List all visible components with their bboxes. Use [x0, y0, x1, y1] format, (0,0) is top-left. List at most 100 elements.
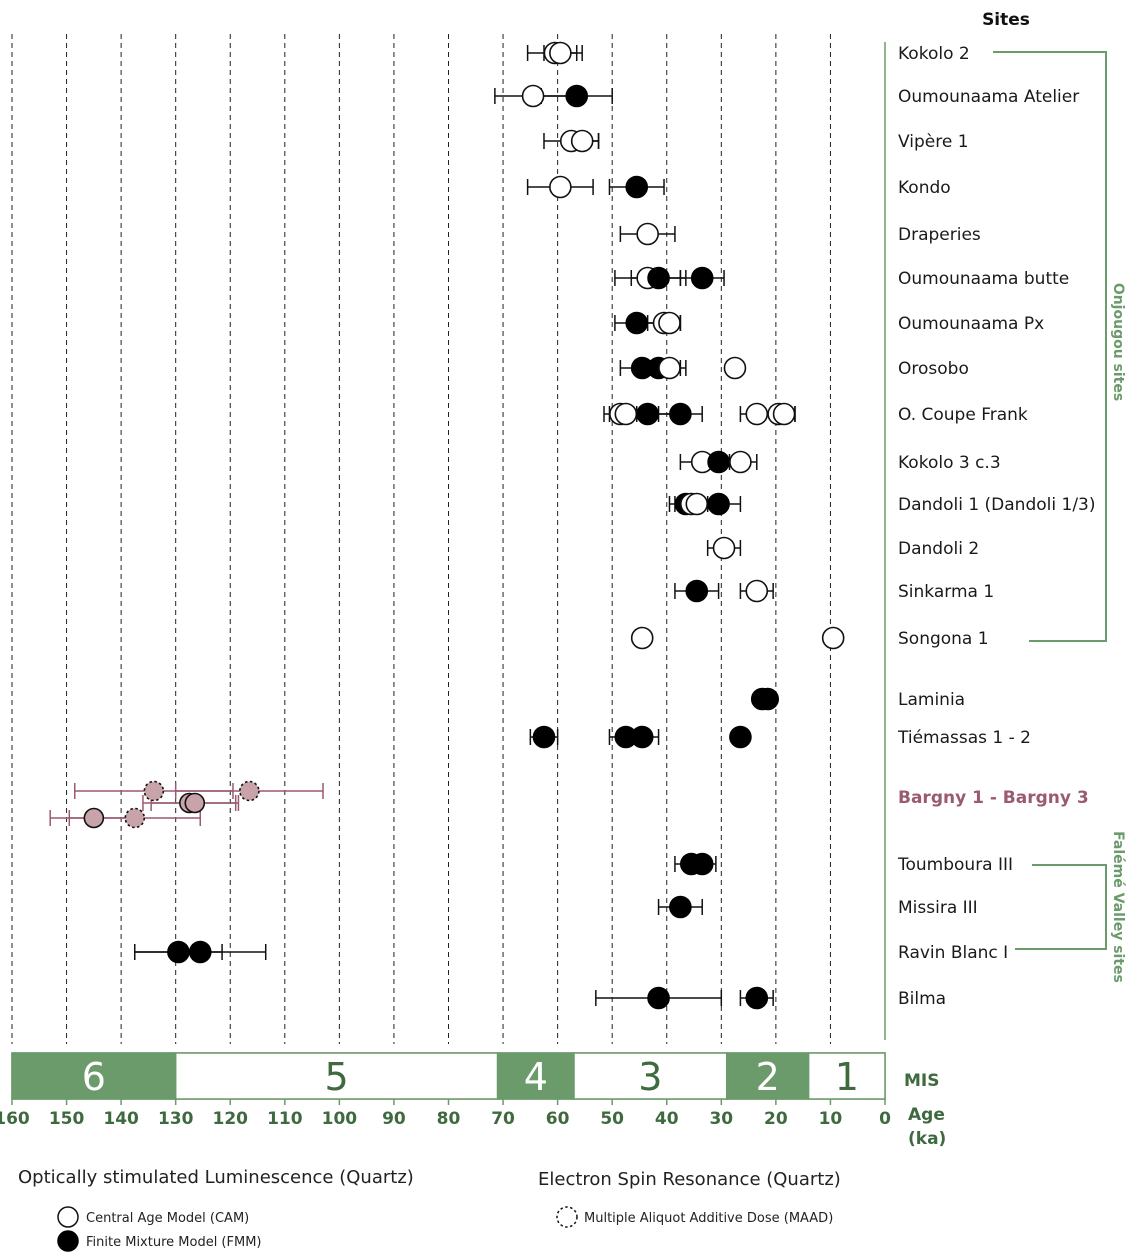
fmm-point: [532, 725, 556, 749]
fmm-point: [669, 895, 692, 919]
cam-point: [570, 129, 594, 153]
x-tick-label: 20: [764, 1109, 788, 1129]
x-tick-label: 60: [546, 1109, 570, 1129]
x-tick-label: 0: [879, 1109, 891, 1129]
site-label: Dandoli 1 (Dandoli 1/3): [898, 495, 1096, 515]
mis-stage-label: 6: [82, 1055, 106, 1099]
grid-lines: [11, 34, 831, 1044]
maad-point: [239, 780, 260, 802]
mis-stage-4: [496, 1052, 575, 1100]
onjougou-bracket: [993, 51, 1107, 642]
cam-point: [549, 41, 572, 65]
fmm-point: [625, 311, 649, 335]
cam-point: [745, 402, 769, 426]
mis-label: MIS: [904, 1071, 940, 1091]
site-label: Oumounaama Atelier: [898, 87, 1079, 107]
x-tick-label: 130: [158, 1109, 194, 1129]
fmm-point: [685, 579, 709, 603]
site-label: Kokolo 2: [898, 44, 970, 64]
faleme-group-label: Falémé Valley sites: [1110, 831, 1126, 983]
site-label: Orosobo: [898, 359, 969, 379]
fmm-point: [647, 266, 670, 290]
site-label: Oumounaama butte: [898, 269, 1069, 289]
x-tick-label: 30: [709, 1109, 733, 1129]
cam-point: [772, 402, 796, 426]
mis-bar: 6 5 4 3 2 1: [11, 1052, 886, 1100]
x-axis-ticks: 160 150 140 130 120 110 100 90 80 70 60 50 40 30 20 10 0: [0, 1099, 891, 1129]
fmm-point: [707, 492, 730, 516]
mis-stage-6: [11, 1052, 177, 1100]
site-labels: Kokolo 2 Oumounaama Atelier Vipère 1 Kondo D…: [897, 44, 1096, 1009]
x-tick-label: 40: [655, 1109, 679, 1129]
cam-point: [549, 175, 572, 199]
fmm-point: [756, 687, 779, 711]
maad-legend-marker: [556, 1206, 578, 1228]
fmm-point: [690, 852, 714, 876]
fmm-point: [625, 175, 649, 199]
site-label: Bargny 1 - Bargny 3: [898, 788, 1089, 808]
cam-point: [658, 311, 681, 335]
cam-point: [630, 626, 654, 650]
cam-legend-marker: [57, 1206, 79, 1228]
cam-point: [83, 807, 105, 829]
site-label: Songona 1: [898, 629, 989, 649]
site-label: Dandoli 2: [898, 539, 979, 559]
mis-stage-label: 5: [325, 1055, 349, 1099]
fmm-legend-label: Finite Mixture Model (FMM): [86, 1235, 262, 1250]
cam-point: [729, 450, 752, 474]
fmm-legend-marker: [57, 1230, 79, 1252]
mis-stage-label: 4: [524, 1055, 548, 1099]
x-tick-label: 100: [322, 1109, 358, 1129]
fmm-point: [669, 402, 692, 426]
cam-point: [723, 356, 747, 380]
cam-point: [521, 84, 545, 108]
mis-stage-label: 2: [756, 1055, 780, 1099]
age-axis-title: Age: [908, 1105, 945, 1125]
cam-point: [636, 222, 659, 246]
x-tick-label: 50: [600, 1109, 624, 1129]
fmm-point: [630, 725, 654, 749]
site-label: Kokolo 3 c.3: [898, 453, 1001, 473]
maad-legend-label: Multiple Aliquot Additive Dose (MAAD): [584, 1211, 833, 1226]
osl-legend-title: Optically stimulated Luminescence (Quart…: [18, 1167, 414, 1188]
fmm-point: [167, 940, 190, 964]
cam-legend-label: Central Age Model (CAM): [86, 1211, 249, 1226]
fmm-point: [690, 266, 714, 290]
site-label: Draperies: [898, 225, 981, 245]
esr-legend-title: Electron Spin Resonance (Quartz): [538, 1169, 841, 1190]
site-label: Missira III: [898, 898, 978, 918]
x-tick-label: 150: [49, 1109, 85, 1129]
cam-point: [712, 536, 736, 560]
mis-stage-1: [807, 1052, 886, 1100]
age-axis-unit: (ka): [908, 1129, 946, 1149]
fmm-point: [707, 450, 730, 474]
data-points: [49, 41, 845, 1010]
faleme-bracket: [1015, 864, 1107, 950]
maad-point: [143, 780, 165, 802]
site-label: Ravin Blanc I: [898, 943, 1008, 963]
mis-stage-3: [573, 1052, 728, 1100]
site-label: Vipère 1: [898, 132, 969, 152]
site-label: Tiémassas 1 - 2: [897, 728, 1031, 748]
fmm-point: [636, 402, 659, 426]
fmm-point: [188, 940, 212, 964]
maad-point: [124, 807, 146, 829]
x-tick-label: 110: [267, 1109, 303, 1129]
x-tick-label: 140: [103, 1109, 139, 1129]
mis-stage-label: 3: [638, 1055, 662, 1099]
x-tick-label: 80: [437, 1109, 461, 1129]
x-tick-label: 160: [0, 1109, 30, 1129]
cam-point: [821, 626, 845, 650]
site-label: Oumounaama Px: [898, 314, 1044, 334]
site-label: Laminia: [898, 690, 965, 710]
x-tick-label: 70: [491, 1109, 515, 1129]
cam-point: [658, 356, 681, 380]
x-tick-label: 90: [382, 1109, 406, 1129]
cam-point: [184, 792, 206, 814]
cam-point: [685, 492, 709, 516]
fmm-point: [729, 725, 752, 749]
fmm-point: [745, 986, 769, 1010]
site-label: O. Coupe Frank: [898, 405, 1028, 425]
onjougou-group-label: Onjougou sites: [1110, 283, 1126, 401]
